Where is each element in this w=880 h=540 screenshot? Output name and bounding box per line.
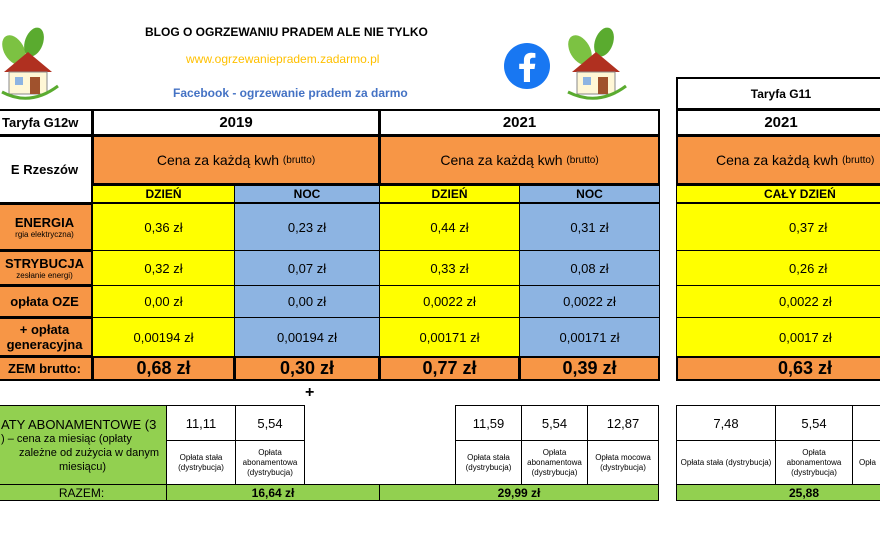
dystrybucja-label-main: STRYBUCJA bbox=[5, 255, 84, 271]
cena-sub-g11: (brutto) bbox=[842, 154, 875, 166]
cena-header-2021: Cena za każdą kwh (brutto) bbox=[379, 135, 660, 185]
mocowa-2021: 12,87 bbox=[587, 405, 659, 441]
cena-header-g11: Cena za każdą kwh (brutto) bbox=[676, 135, 880, 185]
abon-g11-label: Opłata abonamentowa (dystrybucja) bbox=[775, 440, 853, 485]
mocowa-g11-partial bbox=[852, 405, 880, 441]
abon-2021: 5,54 bbox=[521, 405, 588, 441]
dzien-header-2021: DZIEŃ bbox=[379, 185, 520, 203]
abon-line1: ATY ABONAMENTOWE (3 bbox=[1, 416, 157, 432]
operator-label: E Rzeszów bbox=[0, 135, 93, 204]
oze-label: opłata OZE bbox=[0, 285, 93, 318]
energia-label: ENERGIA rgia elektryczna) bbox=[0, 203, 93, 251]
suma-2019: 16,64 zł bbox=[166, 484, 380, 501]
noc-header-2019: NOC bbox=[234, 185, 380, 203]
facebook-icon[interactable] bbox=[503, 42, 551, 90]
abon-line4: miesiącu) bbox=[59, 460, 107, 473]
dyst-dzien-2021: 0,33 zł bbox=[379, 250, 520, 286]
kog-label-line1: + opłata bbox=[19, 322, 70, 337]
kogeneracyjna-label: + opłata generacyjna bbox=[0, 317, 93, 357]
abon-2019: 5,54 bbox=[235, 405, 305, 441]
suma-g11: 25,88 bbox=[676, 484, 880, 501]
dyst-noc-2019: 0,07 zł bbox=[234, 250, 380, 286]
blog-title: BLOG O OGRZEWANIU PRADEM ALE NIE TYLKO bbox=[145, 25, 428, 39]
razem-brutto-label: ZEM brutto: bbox=[0, 356, 93, 381]
abon-2019-label: Opłata abonamentowa (dystrybucja) bbox=[235, 440, 305, 485]
oze-dzien-2019: 0,00 zł bbox=[92, 285, 235, 318]
dzien-header-2019: DZIEŃ bbox=[92, 185, 235, 203]
abon-g11: 5,54 bbox=[775, 405, 853, 441]
oze-g11: 0,0022 zł bbox=[676, 285, 880, 318]
eco-house-logo-right bbox=[567, 27, 627, 100]
abonament-razem-label: RAZEM: bbox=[0, 484, 167, 501]
dyst-g11: 0,26 zł bbox=[676, 250, 880, 286]
razem-noc-2019: 0,30 zł bbox=[234, 356, 380, 381]
energia-noc-2021: 0,31 zł bbox=[519, 203, 660, 251]
cena-sub-2019: (brutto) bbox=[282, 154, 316, 166]
dystrybucja-label-sub: zesłanie energi) bbox=[16, 270, 73, 280]
razem-brutto-text: ZEM brutto: bbox=[8, 361, 81, 376]
kog-dzien-2021: 0,00171 zł bbox=[379, 317, 520, 357]
abon-2021-label: Opłata abonamentowa (dystrybucja) bbox=[521, 440, 588, 485]
year-2019-header: 2019 bbox=[92, 109, 380, 136]
eco-house-logo-left bbox=[1, 27, 59, 100]
stala-g11: 7,48 bbox=[676, 405, 776, 441]
oze-label-text: opłata OZE bbox=[10, 294, 79, 309]
oze-dzien-2021: 0,0022 zł bbox=[379, 285, 520, 318]
stala-2021-label: Opłata stała (dystrybucja) bbox=[455, 440, 522, 485]
oze-noc-2019: 0,00 zł bbox=[234, 285, 380, 318]
kog-noc-2019: 0,00194 zł bbox=[234, 317, 380, 357]
stala-2019-label: Opłata stała (dystrybucja) bbox=[166, 440, 236, 485]
energia-dzien-2019: 0,36 zł bbox=[92, 203, 235, 251]
energia-label-main: ENERGIA bbox=[14, 214, 75, 230]
cena-main-2019: Cena za każdą kwh bbox=[156, 152, 280, 168]
oze-noc-2021: 0,0022 zł bbox=[519, 285, 660, 318]
energia-dzien-2021: 0,44 zł bbox=[379, 203, 520, 251]
tariff-g11-title: Taryfa G11 bbox=[676, 77, 880, 110]
energia-label-sub: rgia elektryczna) bbox=[15, 229, 74, 239]
stala-2019: 11,11 bbox=[166, 405, 236, 441]
stala-g11-label: Opłata stała (dystrybucja) bbox=[676, 440, 776, 485]
caly-dzien-header-g11: CAŁY DZIEŃ bbox=[676, 185, 880, 203]
dyst-dzien-2019: 0,32 zł bbox=[92, 250, 235, 286]
energia-noc-2019: 0,23 zł bbox=[234, 203, 380, 251]
kog-noc-2021: 0,00171 zł bbox=[519, 317, 660, 357]
year-2021-header: 2021 bbox=[379, 109, 660, 136]
dystrybucja-label: STRYBUCJA zesłanie energi) bbox=[0, 250, 93, 286]
g11-year-2021-header: 2021 bbox=[676, 109, 880, 136]
plus-sign: + bbox=[305, 384, 315, 401]
mocowa-2021-label: Opłata mocowa (dystrybucja) bbox=[587, 440, 659, 485]
razem-dzien-2019: 0,68 zł bbox=[92, 356, 235, 381]
razem-noc-2021: 0,39 zł bbox=[519, 356, 660, 381]
facebook-link[interactable]: Facebook - ogrzewanie pradem za darmo bbox=[173, 86, 408, 100]
tariff-g12w-label: Taryfa G12w bbox=[0, 109, 93, 136]
blog-url-link[interactable]: www.ogrzewaniepradem.zadarmo.pl bbox=[186, 52, 380, 66]
kog-g11: 0,0017 zł bbox=[676, 317, 880, 357]
abonament-label: ATY ABONAMENTOWE (3 ) – cena za miesiąc … bbox=[0, 405, 167, 485]
noc-header-2021: NOC bbox=[519, 185, 660, 203]
cena-main-2021: Cena za każdą kwh bbox=[440, 152, 563, 168]
razem-g11: 0,63 zł bbox=[676, 356, 880, 381]
cena-header-2019: Cena za każdą kwh (brutto) bbox=[92, 135, 380, 185]
suma-2021: 29,99 zł bbox=[379, 484, 659, 501]
mocowa-g11-label-partial: Opła bbox=[852, 440, 880, 485]
kog-dzien-2019: 0,00194 zł bbox=[92, 317, 235, 357]
energia-g11: 0,37 zł bbox=[676, 203, 880, 251]
cena-sub-2021: (brutto) bbox=[566, 154, 599, 166]
abon-line3: zależne od zużycia w danym bbox=[19, 446, 160, 459]
razem-dzien-2021: 0,77 zł bbox=[379, 356, 520, 381]
abon-line2: ) – cena za miesiąc (opłaty bbox=[1, 432, 132, 445]
cena-main-g11: Cena za każdą kwh bbox=[716, 152, 839, 168]
kog-label-line2: generacyjna bbox=[6, 337, 83, 352]
dyst-noc-2021: 0,08 zł bbox=[519, 250, 660, 286]
stala-2021: 11,59 bbox=[455, 405, 522, 441]
